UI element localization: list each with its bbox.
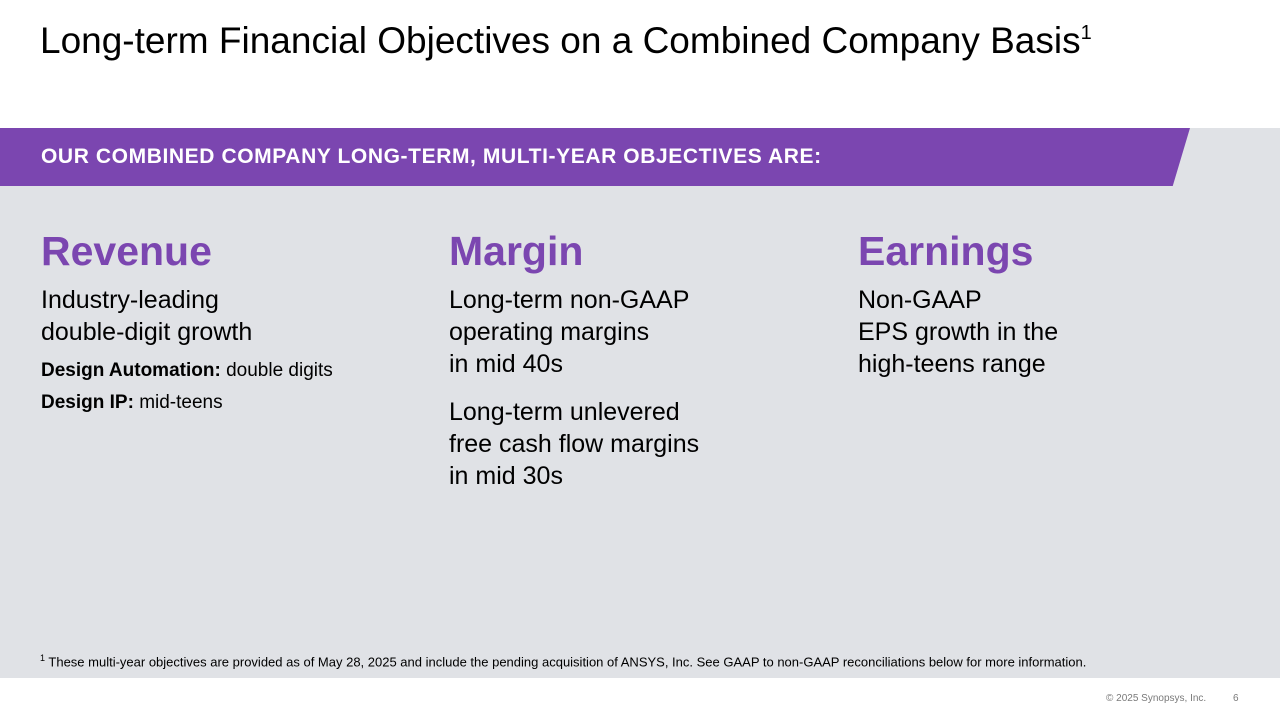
earnings-heading: Earnings	[858, 228, 1034, 274]
earnings-line: EPS growth in the	[858, 318, 1059, 346]
margin-line: in mid 40s	[449, 350, 563, 378]
detail-value: double digits	[226, 360, 333, 381]
revenue-line: double-digit growth	[41, 318, 253, 346]
page-number: 6	[1233, 693, 1239, 704]
earnings-line: Non-GAAP	[858, 286, 982, 314]
detail-value: mid-teens	[139, 392, 223, 413]
margin-heading: Margin	[449, 228, 584, 274]
free-cash-flow-block: Long-term unlevered free cash flow margi…	[449, 396, 699, 492]
design-automation-detail: Design Automation: double digits	[41, 360, 333, 382]
objectives-banner-text: OUR COMBINED COMPANY LONG-TERM, MULTI-YE…	[41, 145, 822, 168]
content-panel	[0, 128, 1280, 678]
footnote-mark: 1	[40, 653, 46, 663]
footnote-text: These multi-year objectives are provided…	[48, 654, 1087, 670]
operating-margin-block: Long-term non-GAAP operating margins in …	[449, 284, 699, 380]
revenue-line: Industry-leading	[41, 286, 219, 314]
design-ip-detail: Design IP: mid-teens	[41, 392, 333, 414]
margin-line: Long-term unlevered	[449, 398, 680, 426]
margin-column: Margin Long-term non-GAAP operating marg…	[449, 227, 699, 492]
detail-label: Design Automation:	[41, 360, 221, 381]
objectives-banner	[0, 128, 1190, 186]
revenue-heading: Revenue	[41, 228, 212, 274]
slide-title: Long-term Financial Objectives on a Comb…	[40, 20, 1092, 62]
earnings-line: high-teens range	[858, 350, 1046, 378]
revenue-summary: Industry-leading double-digit growth	[41, 284, 333, 348]
detail-label: Design IP:	[41, 392, 134, 413]
slide-title-text: Long-term Financial Objectives on a Comb…	[40, 20, 1081, 61]
footnote: 1 These multi-year objectives are provid…	[40, 653, 1086, 669]
revenue-column: Revenue Industry-leading double-digit gr…	[41, 227, 333, 414]
margin-line: operating margins	[449, 318, 650, 346]
margin-line: in mid 30s	[449, 462, 563, 490]
margin-line: Long-term non-GAAP	[449, 286, 690, 314]
earnings-summary: Non-GAAP EPS growth in the high-teens ra…	[858, 284, 1058, 380]
margin-line: free cash flow margins	[449, 430, 700, 458]
title-footnote-mark: 1	[1080, 22, 1092, 44]
earnings-column: Earnings Non-GAAP EPS growth in the high…	[858, 227, 1058, 380]
copyright-notice: © 2025 Synopsys, Inc.	[1106, 693, 1207, 704]
